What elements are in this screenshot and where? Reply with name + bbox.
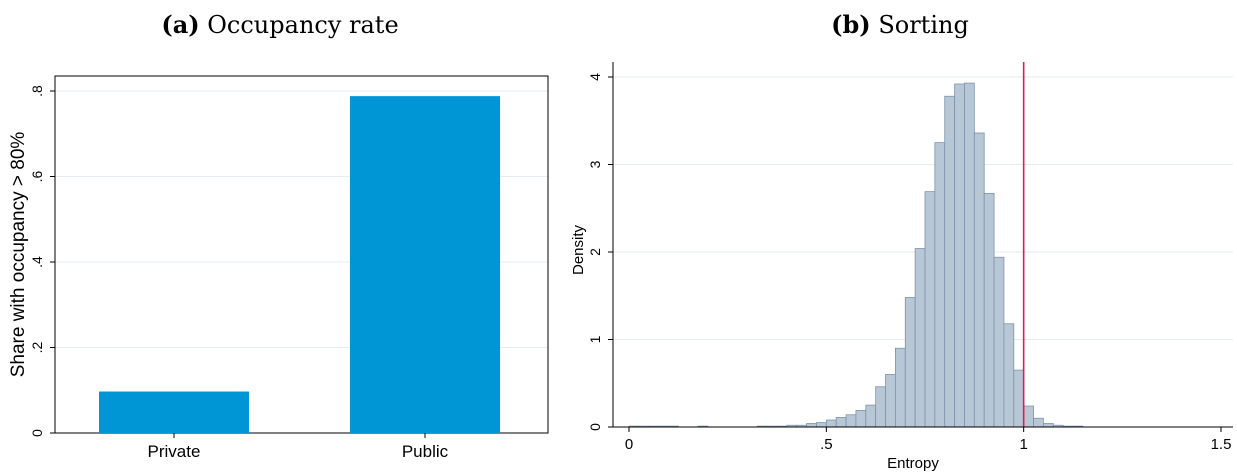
panel-a-ytick-label: .4	[29, 256, 45, 268]
panel-b-histogram-bar	[973, 132, 985, 428]
panel-b-ylabel: Density	[570, 224, 587, 275]
panel-b-ytick-label: 4	[587, 73, 603, 81]
panel-b-histogram-bar	[806, 423, 817, 428]
panel-a-ytick-label: .2	[29, 341, 45, 353]
panel-b-xtick-label: 0	[625, 436, 633, 453]
panel-a-bar	[99, 391, 249, 433]
panel-b-histogram-bar	[944, 95, 956, 428]
panel-b-histogram-bar	[865, 404, 877, 428]
panel-b-ytick-label: 2	[587, 248, 603, 256]
panel-a-bar	[350, 96, 500, 433]
panel-b-histogram-bar	[875, 386, 886, 428]
panel-b-histogram-bar	[1013, 369, 1025, 428]
panel-a-category-label: Public	[402, 442, 449, 461]
panel-a-category-label: Private	[148, 442, 201, 461]
panel-b-histogram-bar	[895, 347, 906, 428]
panel-a-ytick-label: .8	[29, 85, 45, 97]
panel-b-histogram-bar	[835, 416, 847, 428]
panel-b-histogram-bar	[845, 414, 857, 428]
panel-a-title: (a) Occupancy rate	[0, 10, 560, 39]
panel-b-xtick-label: 1.5	[1211, 436, 1232, 453]
panel-b-label: (b)	[831, 10, 871, 39]
panel-a-ytick-label: 0	[29, 429, 45, 437]
panel-a-ytick-label: .6	[29, 170, 45, 182]
panel-b-histogram-bar	[1023, 405, 1034, 428]
panel-b-ytick-label: 3	[587, 160, 603, 168]
panel-b-xtick-label: 1	[1019, 436, 1027, 453]
panel-b-histogram-bar	[855, 409, 867, 428]
panel-b-ytick-label: 0	[587, 423, 603, 431]
panel-b-title-text: Sorting	[878, 11, 969, 39]
panel-b-histogram-bar	[954, 83, 965, 428]
panel-b-histogram-bar	[924, 191, 936, 428]
panel-b-histogram-bar	[993, 256, 1005, 428]
panel-a-title-text: Occupancy rate	[207, 11, 399, 39]
panel-b-histogram-bar	[825, 419, 837, 428]
panel-b-title: (b) Sorting	[600, 10, 1200, 39]
panel-b-histogram-bar	[964, 82, 975, 428]
panel-b-ytick-label: 1	[587, 335, 603, 343]
panel-b-histogram-bar	[1003, 323, 1015, 428]
panel-b-histogram-bar	[885, 374, 896, 428]
panel-b-histogram-bar	[1033, 417, 1044, 428]
panel-a-ylabel: Share with occupancy > 80%	[8, 132, 29, 378]
panel-b-histogram-bar	[1043, 423, 1054, 428]
panel-b-histogram-bar	[983, 192, 995, 428]
panel-b-histogram-bar	[816, 422, 827, 428]
panel-b-xtick-label: .5	[820, 436, 833, 453]
panel-a-label: (a)	[161, 10, 200, 39]
panel-b-histogram-bar	[914, 248, 926, 428]
panel-b-histogram-bar	[934, 142, 946, 428]
panel-a-frame	[54, 75, 549, 434]
panel-b-xlabel: Entropy	[887, 455, 939, 472]
panel-b-histogram-bar	[904, 297, 916, 428]
